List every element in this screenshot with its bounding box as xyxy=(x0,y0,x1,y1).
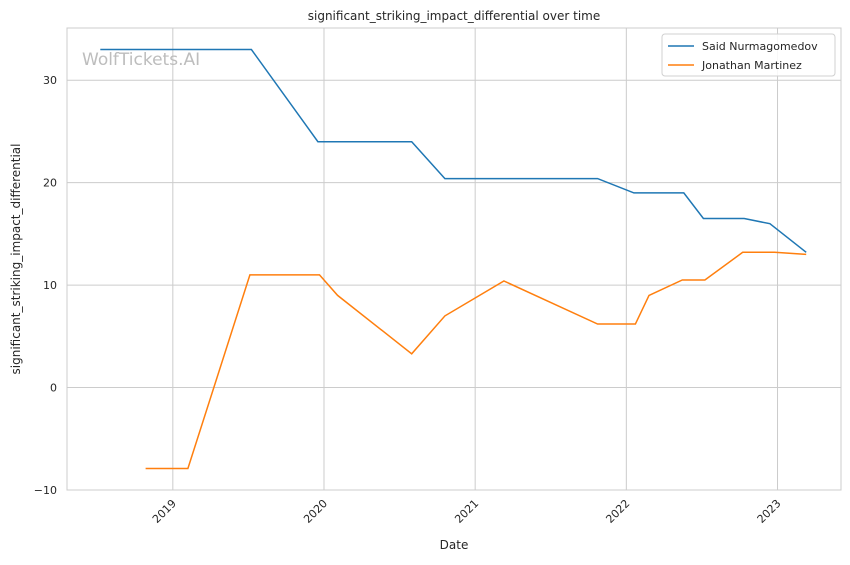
x-tick-label: 2019 xyxy=(150,497,179,526)
plot-frame xyxy=(66,27,842,491)
x-tick-label: 2021 xyxy=(452,497,481,526)
y-tick-label: 0 xyxy=(50,382,57,395)
series-line-jonathan-martinez xyxy=(145,251,807,470)
legend-label: Jonathan Martinez xyxy=(701,59,802,72)
chart-title: significant_striking_impact_differential… xyxy=(308,9,600,23)
y-axis-label: significant_striking_impact_differential xyxy=(9,144,23,375)
watermark: WolfTickets.AI xyxy=(82,50,200,70)
legend-label: Said Nurmagomedov xyxy=(702,40,818,53)
x-tick-label: 2023 xyxy=(755,497,784,526)
y-tick-label: −10 xyxy=(34,484,57,497)
series-lines xyxy=(100,48,807,470)
y-tick-label: 30 xyxy=(43,74,57,87)
series-line-said-nurmagomedov xyxy=(100,48,807,253)
legend-box xyxy=(661,33,836,77)
y-tick-label: 10 xyxy=(43,279,57,292)
x-tick-label: 2020 xyxy=(301,497,330,526)
legend: Said Nurmagomedov Jonathan Martinez xyxy=(661,33,836,77)
x-tick-label: 2022 xyxy=(603,497,632,526)
grid xyxy=(67,28,841,491)
y-tick-label: 20 xyxy=(43,177,57,190)
x-axis-label: Date xyxy=(440,538,469,552)
